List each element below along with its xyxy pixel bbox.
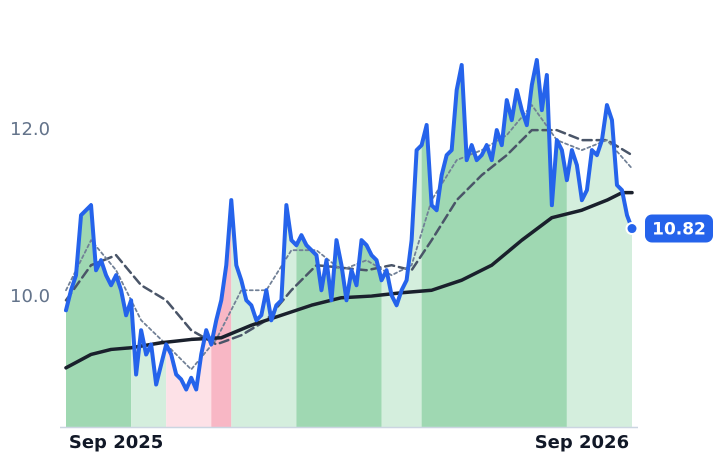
regime-area (131, 300, 167, 427)
line-layer (64, 58, 634, 392)
regime-area (166, 330, 212, 427)
y-tick-label: 10.0 (10, 286, 50, 307)
regime-area (211, 200, 232, 427)
regime-area (421, 60, 567, 427)
label-layer: 10.0 12.0 Sep 2025 Sep 2026 10.82 (10, 119, 713, 453)
moving-average-line (65, 104, 633, 371)
last-value-badge (645, 214, 713, 243)
last-value-label: 10.82 (652, 220, 706, 240)
x-tick-label: Sep 2025 (69, 432, 163, 453)
last-point (625, 222, 639, 236)
y-tick-label: 12.0 (10, 119, 50, 140)
band-layer (66, 60, 632, 427)
moving-average-line (64, 128, 634, 346)
x-tick-label: Sep 2026 (535, 432, 629, 453)
price-line (64, 58, 634, 392)
regime-area (66, 205, 132, 427)
regime-area (381, 145, 422, 427)
regime-area (296, 235, 382, 427)
regime-area (231, 200, 297, 427)
